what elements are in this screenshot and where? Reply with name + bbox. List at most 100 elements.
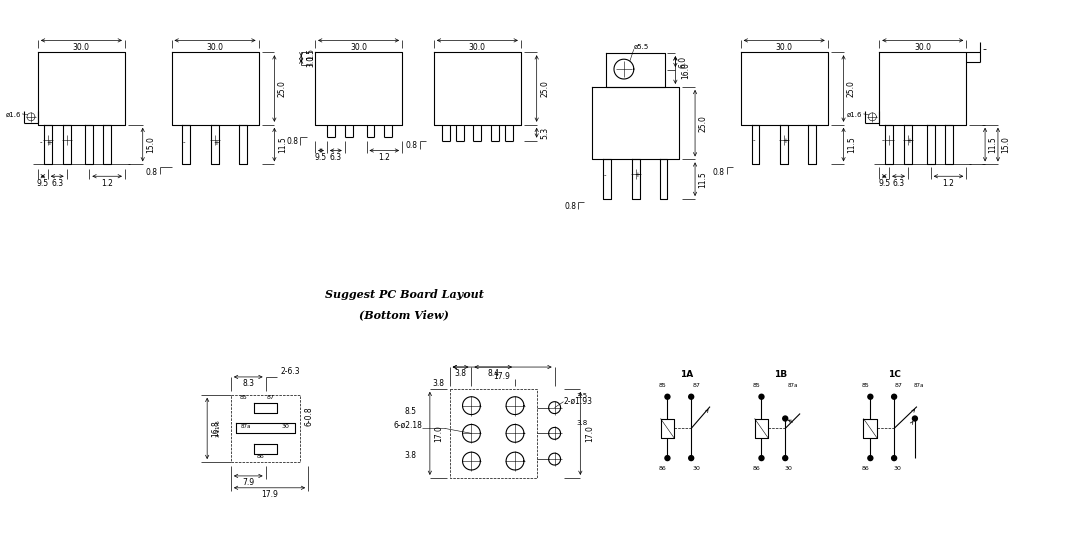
Text: 25.0: 25.0 xyxy=(698,115,707,132)
Text: 0.8: 0.8 xyxy=(564,202,576,212)
Text: 86: 86 xyxy=(862,466,869,471)
Text: 87a: 87a xyxy=(788,383,799,388)
Text: 0.8: 0.8 xyxy=(286,137,298,146)
Text: +: + xyxy=(783,138,788,144)
Text: 1.2: 1.2 xyxy=(378,153,390,162)
Text: 6.3: 6.3 xyxy=(330,153,342,162)
Text: 30: 30 xyxy=(692,466,700,471)
Text: 1.2: 1.2 xyxy=(102,179,114,188)
Text: 8.5: 8.5 xyxy=(404,406,416,416)
Text: +: + xyxy=(633,172,640,178)
Text: 16.8: 16.8 xyxy=(212,420,221,437)
Text: 1B: 1B xyxy=(774,370,787,379)
Text: ø1.6: ø1.6 xyxy=(846,112,863,118)
Text: 3.8: 3.8 xyxy=(576,421,588,427)
Text: 9.5: 9.5 xyxy=(315,153,328,162)
Text: 85: 85 xyxy=(240,395,248,400)
Text: 87a: 87a xyxy=(240,424,251,429)
Text: 16.0: 16.0 xyxy=(681,62,690,79)
Text: 5.3: 5.3 xyxy=(540,127,549,139)
Text: ø1.6: ø1.6 xyxy=(5,112,21,118)
Text: 87: 87 xyxy=(267,395,275,400)
Text: 30: 30 xyxy=(784,466,792,471)
Text: +: + xyxy=(45,139,52,146)
Text: 30.0: 30.0 xyxy=(915,43,931,52)
Text: 3.0: 3.0 xyxy=(307,55,316,67)
Text: 17.9: 17.9 xyxy=(262,490,278,499)
Text: 86: 86 xyxy=(658,466,666,471)
Text: 3.8: 3.8 xyxy=(404,451,416,460)
Text: ø5.5: ø5.5 xyxy=(633,43,649,49)
Text: 87a: 87a xyxy=(913,383,924,388)
Text: 9.5: 9.5 xyxy=(37,179,49,188)
Text: 8.4: 8.4 xyxy=(488,369,499,379)
Text: 30.0: 30.0 xyxy=(72,43,90,52)
Text: (Bottom View): (Bottom View) xyxy=(359,309,449,320)
Text: 6-0.8: 6-0.8 xyxy=(304,407,313,426)
Text: 30.0: 30.0 xyxy=(469,43,485,52)
Text: 0.8: 0.8 xyxy=(406,141,418,150)
Text: 30: 30 xyxy=(893,466,902,471)
Text: 30.0: 30.0 xyxy=(776,43,792,52)
Text: 87: 87 xyxy=(895,383,903,388)
Text: 11.5: 11.5 xyxy=(988,136,998,153)
Circle shape xyxy=(912,416,918,421)
Text: 0.8: 0.8 xyxy=(146,168,158,177)
Text: -: - xyxy=(40,139,42,146)
Circle shape xyxy=(783,456,788,461)
Text: 2-6.3: 2-6.3 xyxy=(280,368,301,376)
Text: 17.0: 17.0 xyxy=(585,425,593,442)
Circle shape xyxy=(868,456,872,461)
Text: 11.5: 11.5 xyxy=(846,136,856,153)
Text: 1A: 1A xyxy=(680,370,693,379)
Text: 25.0: 25.0 xyxy=(540,80,549,97)
Circle shape xyxy=(783,416,788,421)
Text: 17.9: 17.9 xyxy=(494,373,510,381)
Text: 25.0: 25.0 xyxy=(846,80,856,97)
Text: 1.5: 1.5 xyxy=(307,49,316,61)
Text: 6.0: 6.0 xyxy=(679,56,688,68)
Text: 8.3: 8.3 xyxy=(242,380,254,388)
Text: 15.0: 15.0 xyxy=(146,136,156,153)
Text: 6-ø2.18: 6-ø2.18 xyxy=(393,421,422,430)
Text: 7.9: 7.9 xyxy=(242,479,254,487)
Circle shape xyxy=(689,456,694,461)
Circle shape xyxy=(665,394,670,399)
Text: 2-ø1.93: 2-ø1.93 xyxy=(563,397,592,406)
Text: 87: 87 xyxy=(692,383,700,388)
Text: 3.8: 3.8 xyxy=(455,369,467,379)
Text: 11.5: 11.5 xyxy=(698,171,707,188)
Circle shape xyxy=(665,456,670,461)
Circle shape xyxy=(892,394,896,399)
Text: -: - xyxy=(604,172,606,178)
Text: 25.0: 25.0 xyxy=(278,80,286,97)
Circle shape xyxy=(689,394,694,399)
Circle shape xyxy=(759,456,764,461)
Text: -: - xyxy=(881,138,884,144)
Text: 11.5: 11.5 xyxy=(278,136,286,153)
Text: 3.8: 3.8 xyxy=(432,380,444,388)
Text: 3-11.6: 3-11.6 xyxy=(216,420,221,437)
Text: 86: 86 xyxy=(752,466,760,471)
Text: 1.2: 1.2 xyxy=(943,179,955,188)
Text: +: + xyxy=(906,138,912,144)
Text: 1C: 1C xyxy=(888,370,900,379)
Text: -: - xyxy=(983,44,986,54)
Circle shape xyxy=(868,394,872,399)
Text: 86: 86 xyxy=(257,453,265,458)
Text: 6.3: 6.3 xyxy=(51,179,64,188)
Circle shape xyxy=(892,456,896,461)
Text: +: + xyxy=(213,139,219,146)
Text: Suggest PC Board Layout: Suggest PC Board Layout xyxy=(324,289,483,300)
Circle shape xyxy=(759,394,764,399)
Text: 17.0: 17.0 xyxy=(435,425,443,442)
Text: 3.5: 3.5 xyxy=(576,393,587,399)
Text: 9.5: 9.5 xyxy=(878,179,891,188)
Text: 85: 85 xyxy=(658,383,666,388)
Text: 15.0: 15.0 xyxy=(1001,136,1011,153)
Text: 6.3: 6.3 xyxy=(893,179,905,188)
Text: -: - xyxy=(183,139,186,146)
Text: 85: 85 xyxy=(752,383,760,388)
Text: 0.8: 0.8 xyxy=(712,168,725,177)
Text: -: - xyxy=(752,138,755,144)
